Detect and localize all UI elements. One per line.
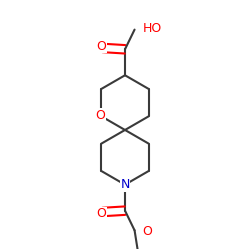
Text: O: O — [96, 207, 106, 220]
Text: O: O — [142, 225, 152, 238]
Text: N: N — [120, 178, 130, 191]
Text: HO: HO — [142, 22, 162, 35]
Text: O: O — [95, 108, 105, 122]
Text: O: O — [96, 40, 106, 53]
